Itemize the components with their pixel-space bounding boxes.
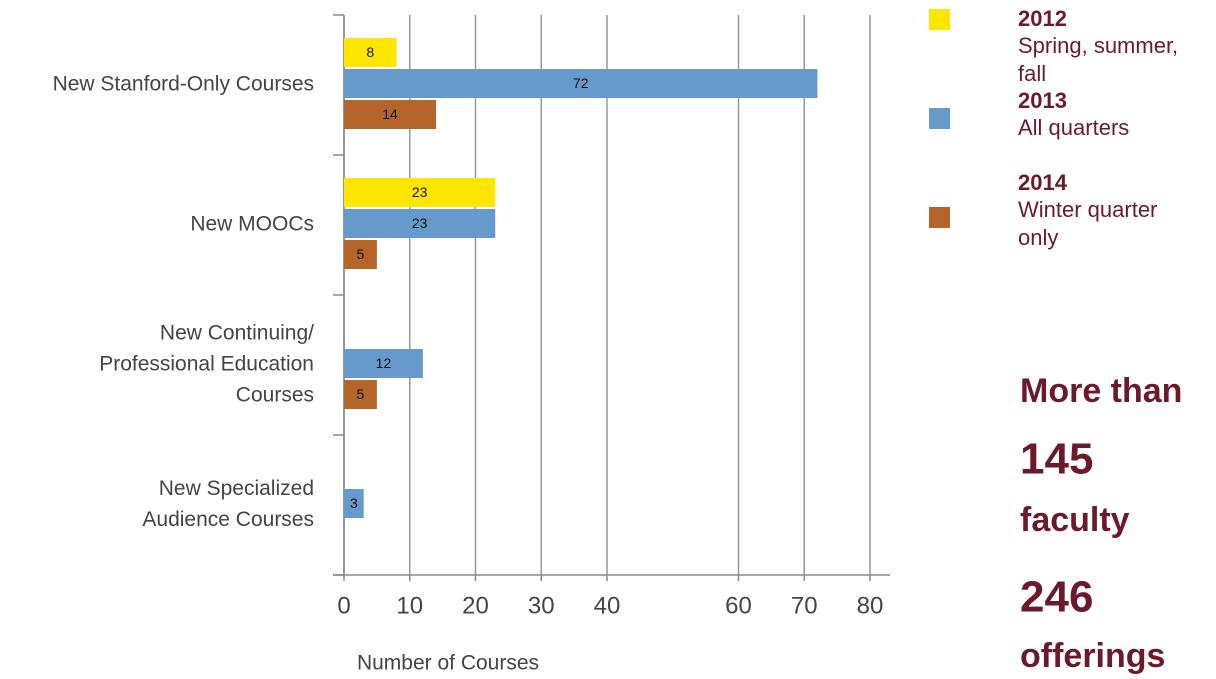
category-label: New Continuing/	[160, 322, 314, 345]
legend-note: Winter quarter	[1018, 197, 1157, 222]
bar	[344, 489, 364, 518]
legend-swatch	[929, 108, 950, 129]
bar	[344, 349, 423, 378]
bar	[344, 100, 437, 129]
x-tick-label: 20	[462, 592, 489, 619]
x-tick-label: 80	[857, 592, 884, 619]
x-tick-label: 40	[594, 592, 621, 619]
stat-number: 246	[1020, 573, 1093, 622]
stat-number: 145	[1020, 435, 1093, 484]
legend-note: only	[1018, 225, 1058, 250]
x-tick-label: 60	[725, 592, 752, 619]
legend-label: 2013	[1018, 88, 1067, 113]
value-label: 3	[350, 495, 358, 511]
category-label: New MOOCs	[190, 213, 314, 236]
category-label: Courses	[236, 384, 314, 407]
value-label: 72	[573, 75, 589, 91]
legend-label: 2014	[1018, 170, 1068, 195]
legend-swatch	[929, 9, 950, 30]
bar	[344, 38, 397, 67]
bar	[344, 380, 377, 409]
category-label: New Stanford-Only Courses	[53, 73, 314, 96]
x-axis-title: Number of Courses	[357, 652, 539, 675]
x-tick-label: 10	[396, 592, 423, 619]
x-tick-label: 70	[791, 592, 818, 619]
category-label: New Specialized	[159, 477, 314, 500]
bar	[344, 240, 377, 269]
value-label: 14	[382, 106, 398, 122]
bar	[344, 209, 496, 238]
value-label: 5	[357, 246, 365, 262]
legend-swatch	[929, 207, 950, 228]
value-label: 23	[412, 184, 428, 200]
stat-label: faculty	[1020, 501, 1130, 539]
category-label: Audience Courses	[142, 508, 314, 531]
bar	[344, 178, 496, 207]
bar	[344, 69, 818, 98]
x-tick-label: 30	[528, 592, 555, 619]
stat-intro: More than	[1020, 372, 1182, 410]
value-label: 8	[366, 44, 374, 60]
legend-note: All quarters	[1018, 115, 1129, 140]
value-label: 23	[412, 215, 428, 231]
category-label: Professional Education	[99, 353, 314, 376]
legend-note: fall	[1018, 61, 1046, 86]
stat-label: offerings	[1020, 637, 1165, 675]
legend-label: 2012	[1018, 6, 1067, 31]
value-label: 12	[376, 355, 392, 371]
legend-note: Spring, summer,	[1018, 33, 1178, 58]
value-label: 5	[357, 386, 365, 402]
x-tick-label: 0	[337, 592, 350, 619]
